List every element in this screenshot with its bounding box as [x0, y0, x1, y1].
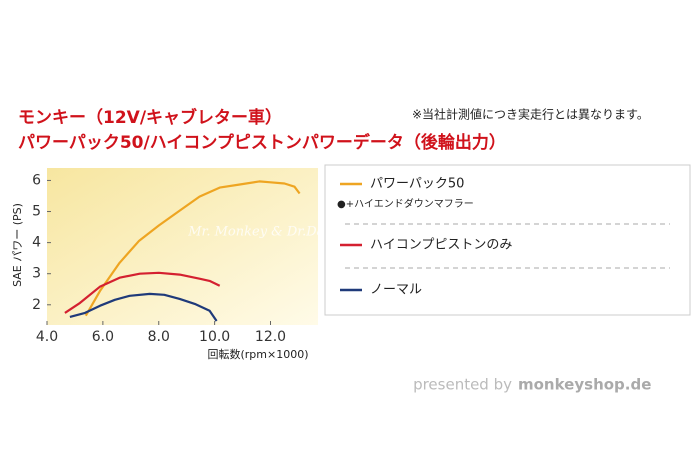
- series-line: [69, 292, 218, 322]
- legend-label: パワーパック50: [370, 177, 464, 192]
- footer-prefix: presented by: [413, 376, 512, 394]
- watermark: Mr. Monkey & Dr.Dax: [187, 225, 332, 240]
- x-tick-label: 4.0: [36, 329, 58, 345]
- x-tick-label: 8.0: [148, 329, 170, 345]
- legend-label: ハイコンプピストンのみ: [370, 238, 512, 253]
- series-line: [64, 271, 221, 314]
- chart-subtitle: パワーパック50/ハイコンプピストンパワーデータ（後輪出力）: [18, 132, 506, 153]
- y-tick-label: 4: [32, 235, 41, 251]
- series-line: [84, 180, 301, 317]
- x-tick-label: 6.0: [92, 329, 114, 345]
- y-axis-label: SAE パワー (PS): [11, 203, 24, 287]
- chart-title: モンキー（12V/キャブレター車）: [18, 107, 282, 128]
- plot-area: [47, 168, 318, 325]
- y-tick-label: 3: [32, 266, 41, 282]
- legend-label: ノーマル: [370, 283, 422, 298]
- x-tick-label: 12.0: [255, 329, 286, 345]
- y-tick-label: 5: [32, 204, 41, 220]
- x-tick-label: 10.0: [199, 329, 230, 345]
- legend-note: ●+ハイエンドダウンマフラー: [337, 197, 474, 210]
- note: ※当社計測値につき実走行とは異なります。: [412, 107, 649, 122]
- x-axis-label: 回転数(rpm×1000): [207, 348, 308, 361]
- legend: [324, 164, 691, 316]
- y-tick-label: 6: [32, 172, 41, 188]
- y-tick-label: 2: [32, 297, 41, 313]
- footer-brand: monkeyshop.de: [518, 376, 651, 394]
